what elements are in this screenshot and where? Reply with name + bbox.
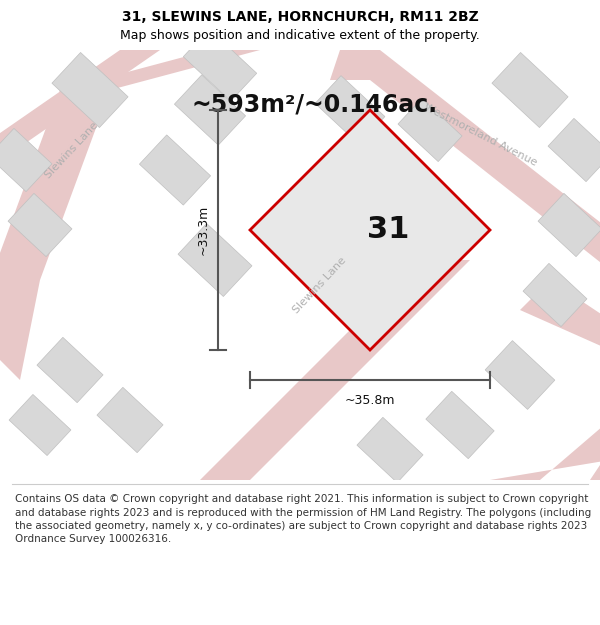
Text: 31: 31	[367, 216, 409, 244]
Polygon shape	[520, 280, 600, 350]
Polygon shape	[485, 341, 555, 409]
Polygon shape	[490, 420, 600, 480]
Polygon shape	[315, 76, 385, 144]
Polygon shape	[0, 50, 160, 170]
Polygon shape	[139, 135, 211, 205]
Text: Slewins Lane: Slewins Lane	[43, 120, 101, 180]
Polygon shape	[183, 29, 257, 101]
Polygon shape	[178, 224, 252, 296]
Polygon shape	[9, 394, 71, 456]
Polygon shape	[175, 75, 245, 145]
Polygon shape	[37, 338, 103, 402]
Text: Map shows position and indicative extent of the property.: Map shows position and indicative extent…	[120, 29, 480, 42]
Polygon shape	[0, 90, 110, 380]
Polygon shape	[538, 193, 600, 257]
Polygon shape	[52, 52, 128, 127]
Polygon shape	[540, 450, 600, 480]
Polygon shape	[60, 50, 260, 90]
Text: ~35.8m: ~35.8m	[345, 394, 395, 406]
Text: 31, SLEWINS LANE, HORNCHURCH, RM11 2BZ: 31, SLEWINS LANE, HORNCHURCH, RM11 2BZ	[122, 10, 478, 24]
Polygon shape	[426, 391, 494, 459]
Polygon shape	[200, 260, 470, 480]
Polygon shape	[250, 110, 490, 350]
Polygon shape	[357, 418, 423, 482]
Text: Westmoreland Avenue: Westmoreland Avenue	[422, 102, 538, 168]
Polygon shape	[330, 50, 600, 270]
Text: Contains OS data © Crown copyright and database right 2021. This information is : Contains OS data © Crown copyright and d…	[15, 494, 591, 544]
Polygon shape	[97, 388, 163, 452]
Polygon shape	[0, 128, 52, 192]
Text: Slewins Lane: Slewins Lane	[292, 255, 349, 315]
Polygon shape	[398, 99, 462, 161]
Text: ~593m²/~0.146ac.: ~593m²/~0.146ac.	[192, 93, 438, 117]
Polygon shape	[523, 263, 587, 327]
Text: ~33.3m: ~33.3m	[197, 205, 209, 255]
Polygon shape	[492, 52, 568, 127]
Polygon shape	[548, 118, 600, 182]
Polygon shape	[8, 193, 72, 257]
